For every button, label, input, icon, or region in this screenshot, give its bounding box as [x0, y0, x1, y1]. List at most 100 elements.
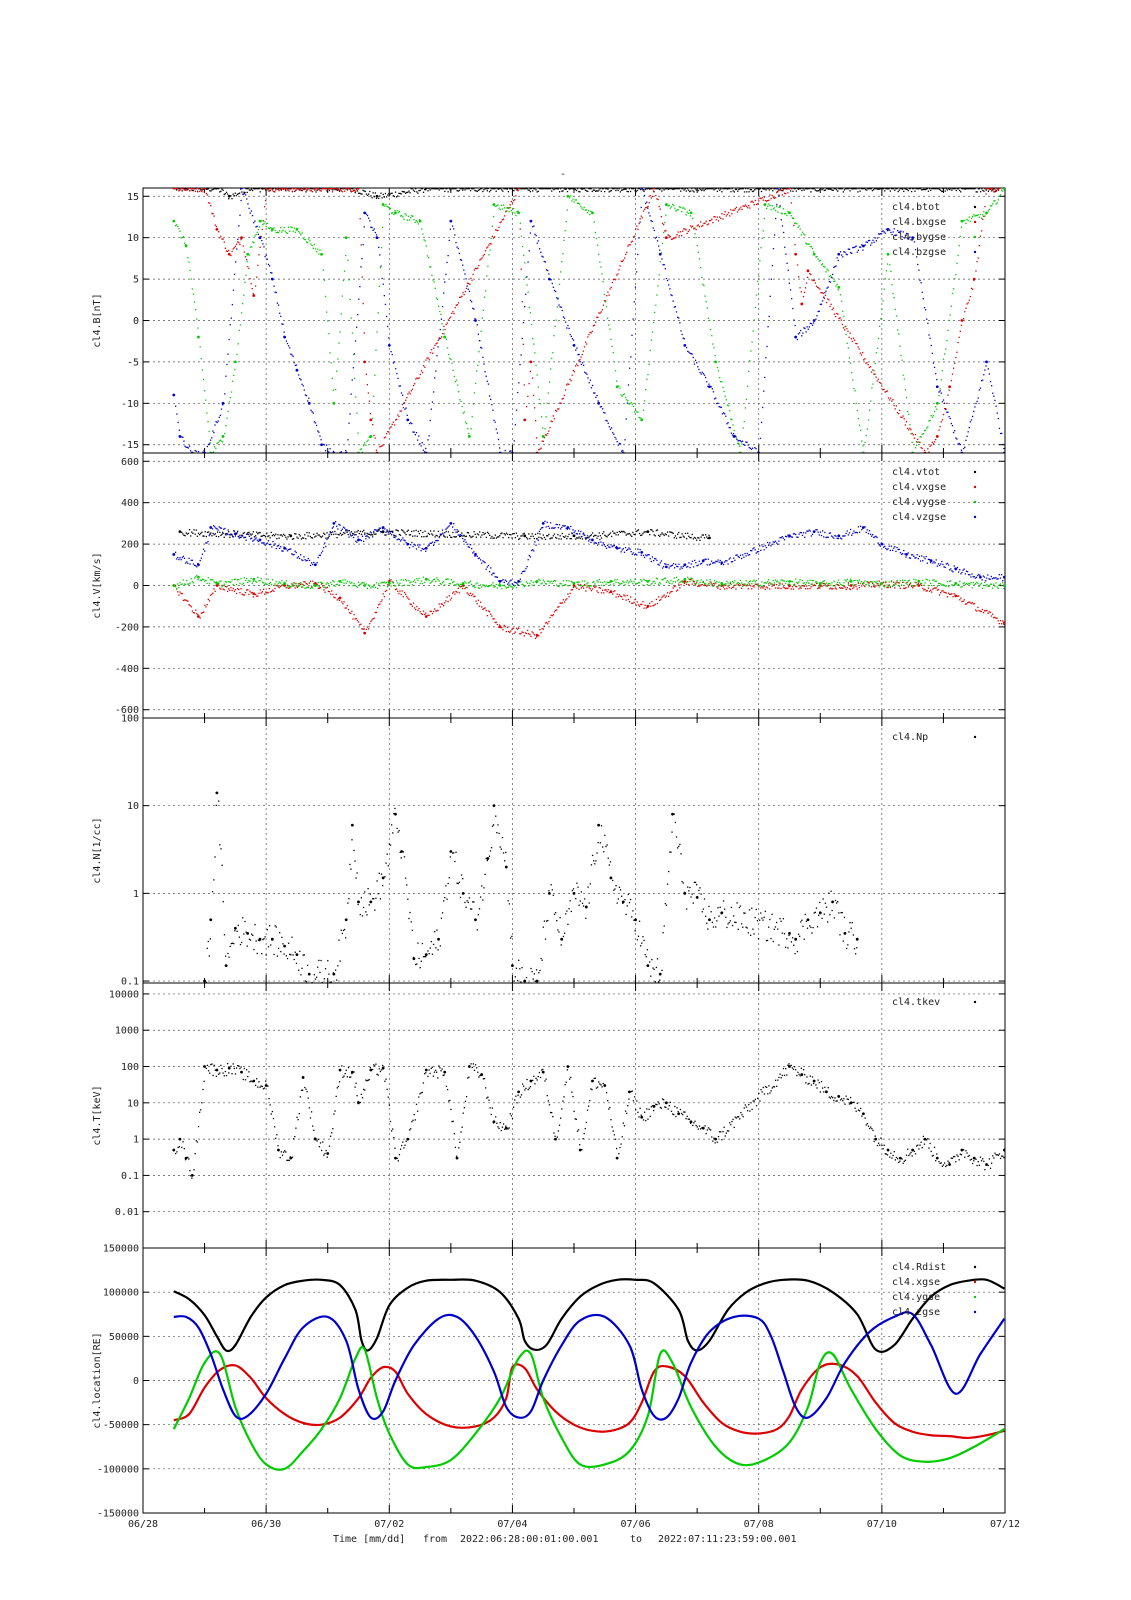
data-dot: [551, 282, 553, 285]
data-dot: [828, 299, 830, 301]
data-dot: [738, 188, 740, 191]
data-dot: [773, 582, 775, 584]
data-dot: [857, 581, 859, 583]
data-dot: [727, 422, 729, 424]
data-dot: [909, 236, 911, 238]
data-dot: [242, 245, 244, 247]
data-dot: [511, 586, 513, 588]
data-dot: [491, 584, 493, 586]
data-dot: [320, 439, 322, 441]
data-dot: [700, 373, 702, 375]
data-point: [708, 385, 711, 389]
data-dot: [259, 580, 261, 582]
data-dot: [850, 338, 853, 340]
data-dot: [973, 603, 976, 605]
data-dot: [349, 534, 352, 536]
data-dot: [308, 582, 311, 584]
data-dot: [579, 361, 581, 363]
data-dot: [900, 416, 902, 418]
data-dot: [210, 204, 212, 207]
data-dot: [365, 444, 367, 446]
data-dot: [928, 420, 930, 422]
data-dot: [649, 195, 651, 197]
data-dot: [616, 441, 618, 443]
data-dot: [844, 579, 846, 581]
data-point: [788, 211, 791, 215]
data-point: [812, 252, 816, 256]
data-dot: [863, 188, 866, 190]
data-dot: [802, 188, 804, 190]
data-dot: [329, 532, 332, 534]
data-dot: [723, 390, 725, 393]
data-dot: [682, 230, 684, 232]
data-dot: [458, 189, 460, 192]
data-dot: [346, 580, 349, 583]
data-point: [387, 582, 391, 585]
y-tick-label: 0: [133, 316, 139, 327]
data-dot: [287, 188, 289, 190]
y-tick-label: 0: [133, 581, 139, 592]
data-dot: [193, 529, 195, 531]
data-dot: [728, 584, 730, 586]
data-dot: [501, 208, 504, 210]
data-dot: [960, 597, 962, 599]
data-dot: [534, 233, 536, 236]
data-dot: [510, 585, 512, 587]
data-dot: [379, 446, 381, 448]
data-dot: [306, 583, 308, 585]
data-dot: [754, 306, 757, 309]
data-dot: [224, 581, 227, 583]
data-dot: [914, 433, 917, 436]
data-dot: [349, 413, 351, 415]
data-dot: [334, 188, 336, 190]
data-dot: [743, 205, 745, 208]
data-dot: [175, 189, 178, 191]
data-dot: [506, 210, 508, 212]
data-dot: [558, 585, 560, 588]
data-dot: [561, 602, 563, 604]
data-dot: [674, 581, 677, 583]
data-dot: [457, 302, 460, 304]
data-dot: [308, 238, 310, 240]
data-dot: [477, 587, 480, 589]
data-dot: [621, 189, 624, 191]
data-dot: [856, 188, 858, 190]
data-dot: [728, 426, 730, 429]
data-dot: [516, 189, 518, 191]
data-dot: [217, 442, 219, 444]
data-dot: [778, 587, 780, 589]
data-dot: [284, 534, 286, 537]
data-dot: [839, 188, 841, 190]
data-dot: [583, 206, 585, 209]
data-dot: [366, 626, 369, 628]
data-dot: [703, 537, 706, 539]
data-dot: [875, 585, 877, 587]
data-dot: [498, 582, 501, 585]
data-dot: [918, 269, 920, 271]
y-axis-label: cl4.V[km/s]: [92, 552, 103, 618]
data-dot: [860, 246, 862, 248]
data-dot: [900, 230, 902, 232]
data-dot: [272, 589, 274, 591]
data-dot: [448, 239, 450, 242]
data-dot: [340, 188, 342, 190]
data-dot: [336, 536, 338, 539]
data-dot: [931, 416, 933, 419]
data-dot: [248, 189, 251, 191]
data-dot: [669, 592, 671, 594]
data-dot: [208, 430, 210, 433]
data-dot: [425, 245, 427, 247]
data-dot: [214, 188, 216, 190]
data-dot: [254, 593, 257, 596]
data-dot: [275, 291, 277, 294]
data-dot: [778, 582, 780, 584]
data-dot: [250, 188, 253, 190]
data-dot: [516, 583, 519, 585]
data-dot: [287, 226, 290, 228]
data-dot: [623, 530, 625, 533]
data-dot: [612, 530, 614, 532]
data-dot: [253, 241, 255, 244]
data-dot: [292, 585, 294, 587]
data-dot: [259, 191, 261, 193]
data-dot: [277, 582, 280, 585]
